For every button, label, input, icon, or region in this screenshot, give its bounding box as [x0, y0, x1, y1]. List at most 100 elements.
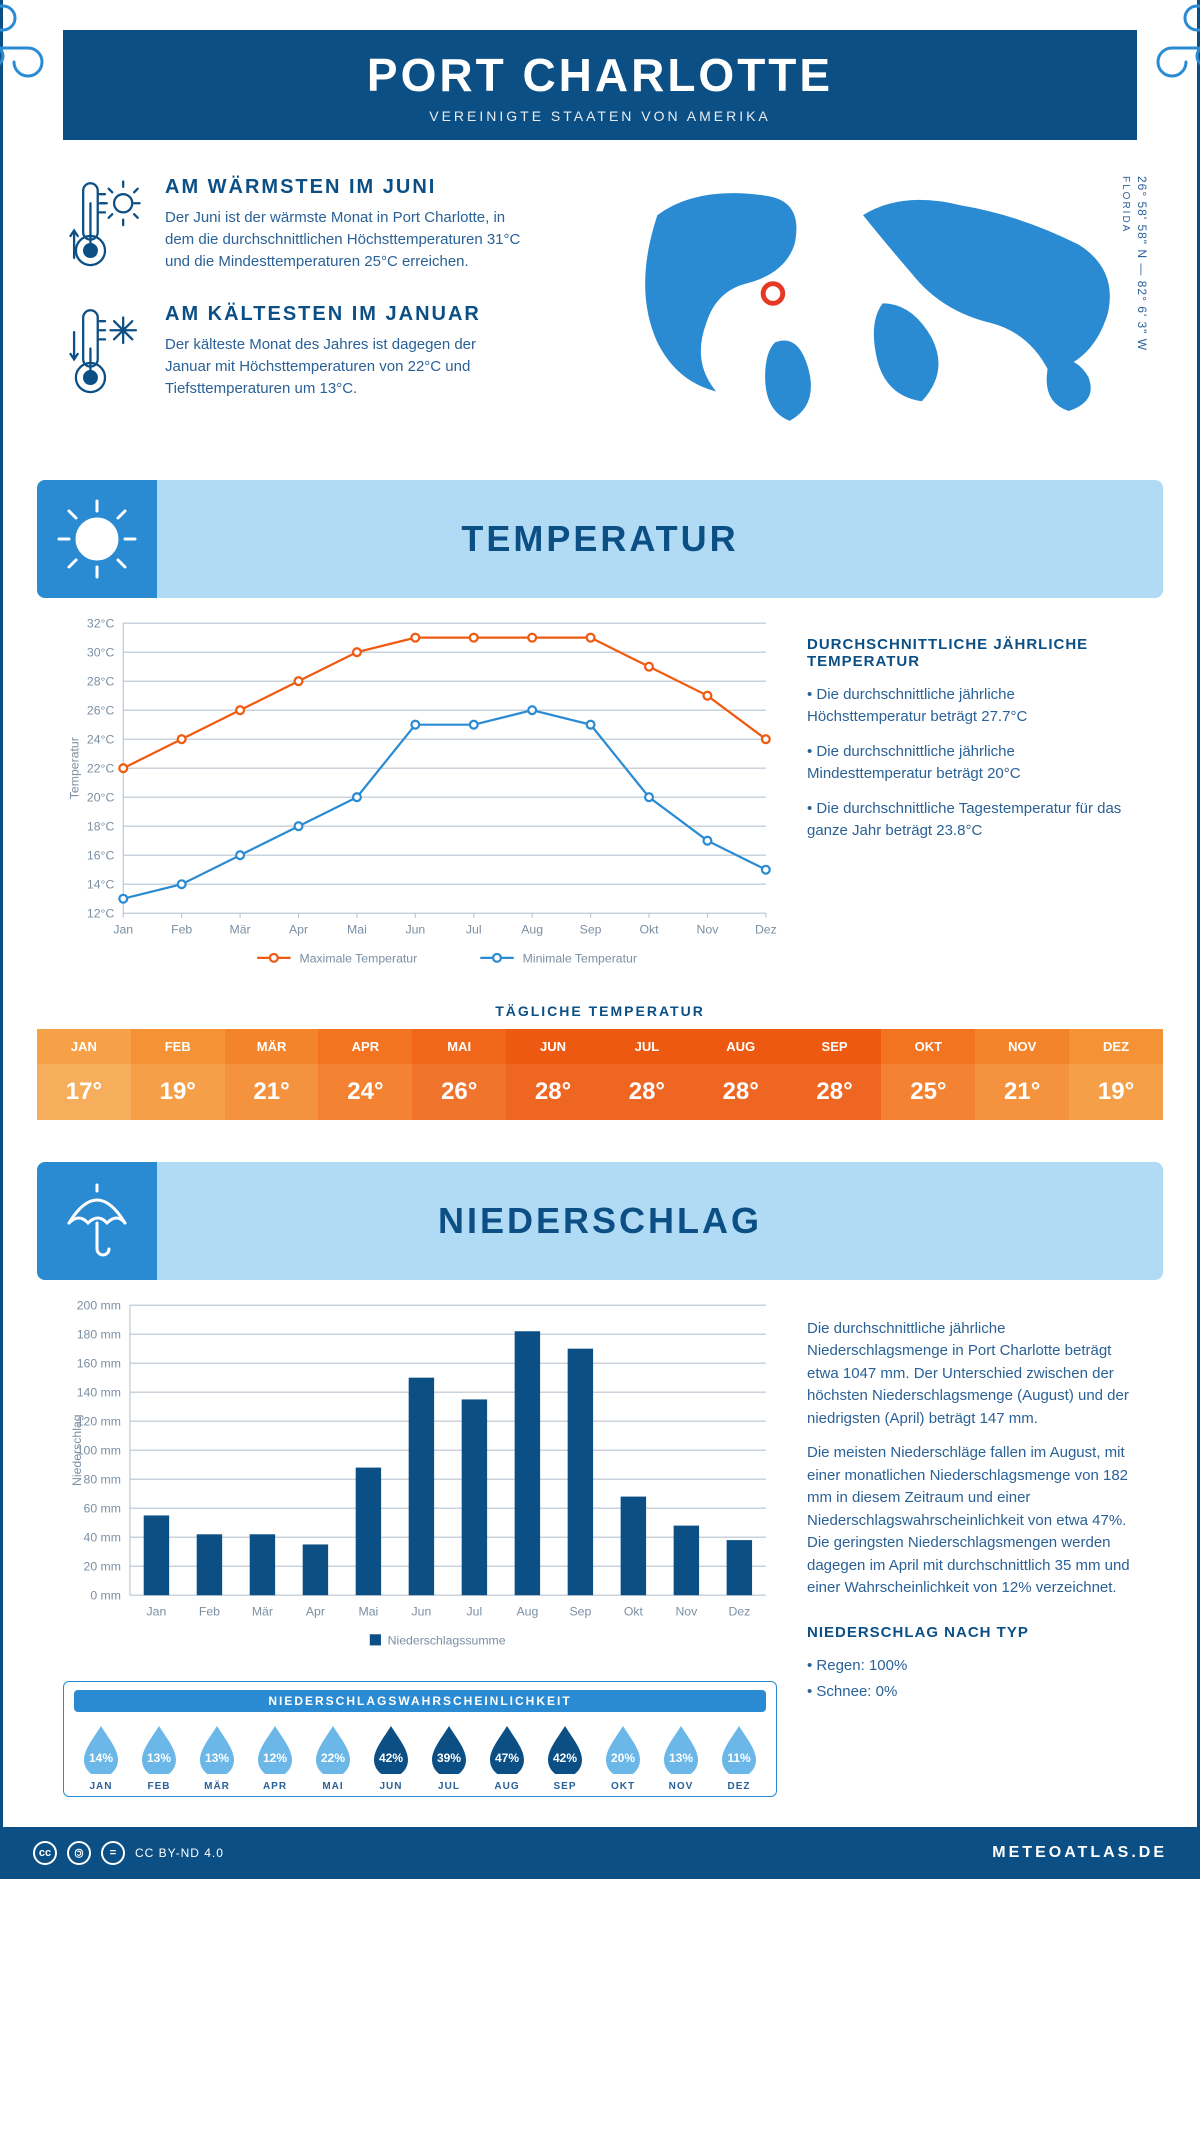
temp-side: DURCHSCHNITTLICHE JÄHRLICHE TEMPERATUR •… [807, 612, 1137, 985]
umbrella-icon [37, 1162, 157, 1280]
daily-temp-value: 19° [131, 1064, 225, 1120]
svg-text:Niederschlagssumme: Niederschlagssumme [388, 1633, 506, 1647]
svg-text:18°C: 18°C [87, 819, 115, 833]
daily-temp-month: MAI [412, 1029, 506, 1064]
page-title: PORT CHARLOTTE [63, 48, 1137, 102]
svg-text:Jun: Jun [412, 1604, 432, 1618]
daily-temp-value: 28° [694, 1064, 788, 1120]
precip-prob-drop: 42%SEP [538, 1722, 592, 1792]
daily-temp-value: 25° [881, 1064, 975, 1120]
daily-temp-col: SEP28° [788, 1029, 882, 1120]
svg-text:Feb: Feb [199, 1604, 220, 1618]
daily-temp-value: 28° [788, 1064, 882, 1120]
svg-text:20 mm: 20 mm [84, 1559, 122, 1573]
thermometer-sun-icon [63, 176, 147, 281]
precip-side: Die durchschnittliche jährliche Niedersc… [807, 1294, 1137, 1797]
daily-temp-col: OKT25° [881, 1029, 975, 1120]
warm-body: Der Juni ist der wärmste Monat in Port C… [165, 207, 525, 272]
svg-text:Niederschlag: Niederschlag [70, 1414, 84, 1486]
daily-temp-month: JUL [600, 1029, 694, 1064]
cc-by-icon: 🄯 [67, 1841, 91, 1865]
svg-text:11%: 11% [727, 1751, 751, 1765]
daily-temp-col: NOV21° [975, 1029, 1069, 1120]
daily-temp-month: JAN [37, 1029, 131, 1064]
precip-prob-drop: 12%APR [248, 1722, 302, 1792]
svg-text:42%: 42% [379, 1751, 403, 1765]
svg-text:Jul: Jul [467, 1604, 483, 1618]
svg-text:180 mm: 180 mm [77, 1327, 121, 1341]
precip-p1: Die durchschnittliche jährliche Niedersc… [807, 1318, 1137, 1431]
daily-temp-col: MÄR21° [225, 1029, 319, 1120]
warm-title: AM WÄRMSTEN IM JUNI [165, 176, 525, 199]
svg-text:16°C: 16°C [87, 848, 115, 862]
svg-text:Nov: Nov [697, 922, 720, 936]
daily-temp-month: SEP [788, 1029, 882, 1064]
precip-prob-drop: 47%AUG [480, 1722, 534, 1792]
svg-text:Mai: Mai [347, 922, 367, 936]
precip-type-item: • Regen: 100% [807, 1655, 1137, 1678]
precip-prob-box: NIEDERSCHLAGSWAHRSCHEINLICHKEIT 14%JAN13… [63, 1681, 777, 1797]
section-title-precip: NIEDERSCHLAG [438, 1200, 762, 1242]
svg-text:60 mm: 60 mm [84, 1501, 122, 1515]
svg-text:12%: 12% [263, 1751, 287, 1765]
page-subtitle: VEREINIGTE STAATEN VON AMERIKA [63, 108, 1137, 124]
svg-text:40 mm: 40 mm [84, 1530, 122, 1544]
footer-site: METEOATLAS.DE [992, 1844, 1167, 1862]
daily-temp-table: JAN17°FEB19°MÄR21°APR24°MAI26°JUN28°JUL2… [37, 1029, 1163, 1120]
daily-temp-month: FEB [131, 1029, 225, 1064]
temp-bullet: • Die durchschnittliche jährliche Höchst… [807, 684, 1137, 729]
svg-text:28°C: 28°C [87, 674, 115, 688]
svg-text:42%: 42% [553, 1751, 577, 1765]
precip-prob-drop: 42%JUN [364, 1722, 418, 1792]
svg-text:13%: 13% [147, 1751, 171, 1765]
page: PORT CHARLOTTE VEREINIGTE STAATEN VON AM… [0, 0, 1200, 1879]
precip-prob-drop: 20%OKT [596, 1722, 650, 1792]
section-band-precip: NIEDERSCHLAG [37, 1162, 1163, 1280]
svg-text:Maximale Temperatur: Maximale Temperatur [300, 951, 418, 965]
license-text: CC BY-ND 4.0 [135, 1846, 224, 1860]
precip-types: • Regen: 100% • Schnee: 0% [807, 1655, 1137, 1704]
svg-text:Sep: Sep [569, 1604, 591, 1618]
footer: cc 🄯 = CC BY-ND 4.0 METEOATLAS.DE [3, 1827, 1197, 1879]
precip-col: 0 mm20 mm40 mm60 mm80 mm100 mm120 mm140 … [63, 1294, 777, 1797]
svg-text:Feb: Feb [171, 922, 192, 936]
precip-type-item: • Schnee: 0% [807, 1681, 1137, 1704]
section-title-temp: TEMPERATUR [461, 518, 738, 560]
daily-temp-col: AUG28° [694, 1029, 788, 1120]
header-band-wrap: PORT CHARLOTTE VEREINIGTE STAATEN VON AM… [63, 30, 1137, 140]
wind-icon [0, 0, 63, 90]
daily-temp-value: 21° [225, 1064, 319, 1120]
svg-text:Apr: Apr [306, 1604, 325, 1618]
header: PORT CHARLOTTE VEREINIGTE STAATEN VON AM… [3, 0, 1197, 140]
daily-temp-col: FEB19° [131, 1029, 225, 1120]
wind-icon [1137, 0, 1200, 90]
temp-side-bullets: • Die durchschnittliche jährliche Höchst… [807, 684, 1137, 843]
svg-text:Nov: Nov [675, 1604, 698, 1618]
temp-chart: 12°C14°C16°C18°C20°C22°C24°C26°C28°C30°C… [63, 612, 777, 985]
svg-text:80 mm: 80 mm [84, 1472, 122, 1486]
daily-temp-month: DEZ [1069, 1029, 1163, 1064]
daily-temp-col: MAI26° [412, 1029, 506, 1120]
svg-text:Mai: Mai [359, 1604, 379, 1618]
svg-text:Jun: Jun [405, 922, 425, 936]
warm-text: AM WÄRMSTEN IM JUNI Der Juni ist der wär… [165, 176, 525, 281]
map-col: FLORIDA 26° 58' 58" N — 82° 6' 3" W [628, 176, 1137, 436]
daily-temp-col: JUN28° [506, 1029, 600, 1120]
cold-title: AM KÄLTESTEN IM JANUAR [165, 303, 525, 326]
svg-text:140 mm: 140 mm [77, 1385, 121, 1399]
svg-text:39%: 39% [437, 1751, 461, 1765]
daily-temp-value: 28° [506, 1064, 600, 1120]
map-region: FLORIDA [1120, 176, 1131, 233]
daily-temp-value: 19° [1069, 1064, 1163, 1120]
svg-text:Jul: Jul [466, 922, 482, 936]
precip-prob-drop: 14%JAN [74, 1722, 128, 1792]
daily-temp-month: AUG [694, 1029, 788, 1064]
title-band: PORT CHARLOTTE VEREINIGTE STAATEN VON AM… [63, 30, 1137, 140]
svg-text:Minimale Temperatur: Minimale Temperatur [523, 951, 637, 965]
svg-text:32°C: 32°C [87, 616, 115, 630]
svg-text:13%: 13% [669, 1751, 693, 1765]
sun-icon [37, 480, 157, 598]
svg-text:Aug: Aug [516, 1604, 538, 1618]
svg-text:12°C: 12°C [87, 906, 115, 920]
map-coords: 26° 58' 58" N — 82° 6' 3" W [1135, 176, 1149, 436]
